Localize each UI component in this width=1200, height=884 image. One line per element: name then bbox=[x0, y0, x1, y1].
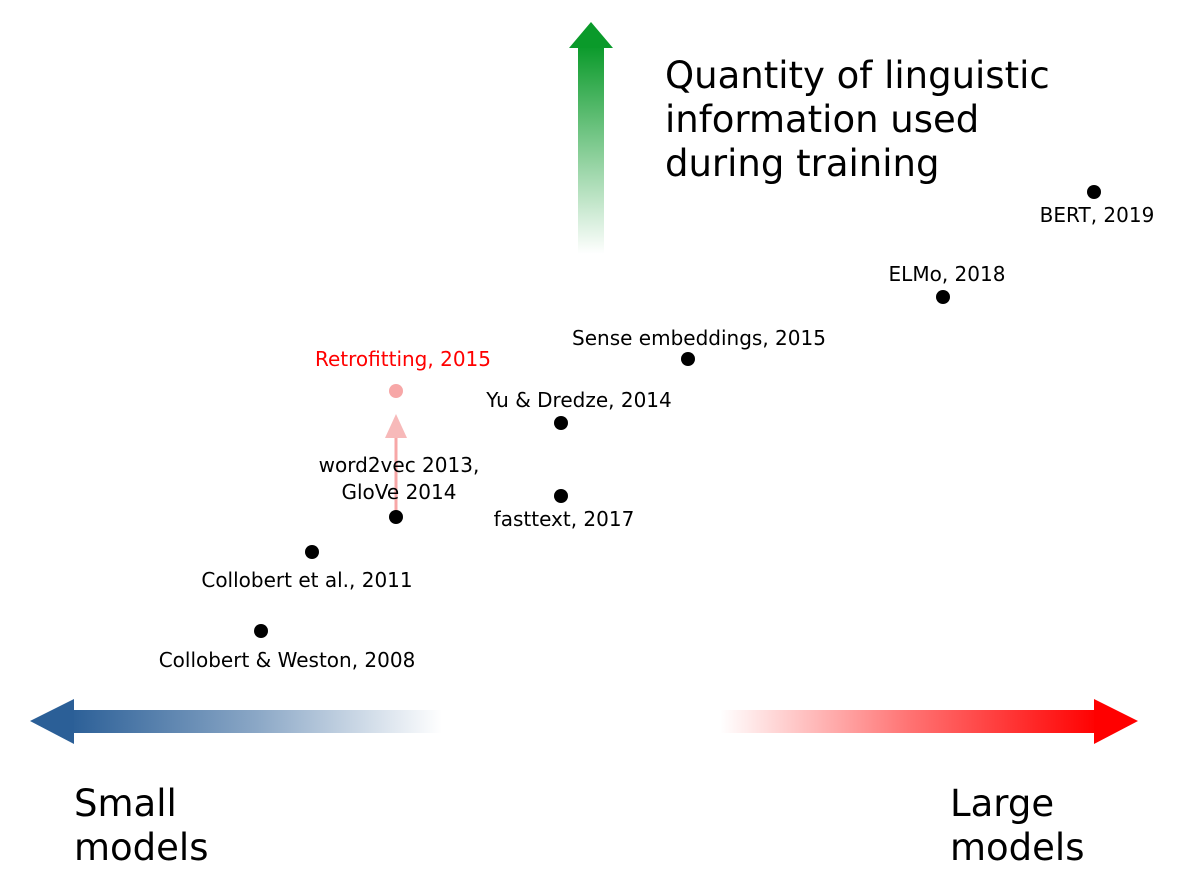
right-arrow bbox=[720, 699, 1138, 744]
linguistic-information-axis-title: Quantity of linguistic information used … bbox=[665, 54, 1165, 186]
up-title-line-3: during training bbox=[665, 142, 940, 185]
small-models-axis-title: Small models bbox=[74, 782, 374, 870]
left-arrow bbox=[30, 699, 442, 744]
points-layer: Collobert & Weston, 2008 Collobert et al.… bbox=[159, 185, 1155, 672]
point-label-word2vec-glove-line-1: word2vec 2013, bbox=[319, 453, 480, 477]
point-label-word2vec-glove-line-2: GloVe 2014 bbox=[342, 480, 457, 504]
point-dot-bert bbox=[1087, 185, 1101, 199]
point-elmo: ELMo, 2018 bbox=[889, 262, 1006, 304]
point-retrofitting: Retrofitting, 2015 bbox=[315, 347, 491, 398]
point-label-yu-dredze: Yu & Dredze, 2014 bbox=[485, 388, 672, 412]
point-dot-elmo bbox=[936, 290, 950, 304]
point-dot-word2vec-glove bbox=[389, 510, 403, 524]
point-label-sense-embeddings: Sense embeddings, 2015 bbox=[572, 326, 826, 350]
point-dot-yu-dredze bbox=[554, 416, 568, 430]
point-label-retrofitting: Retrofitting, 2015 bbox=[315, 347, 491, 371]
right-arrow-head bbox=[1094, 699, 1138, 744]
retrofitting-arrow bbox=[385, 414, 407, 512]
point-bert: BERT, 2019 bbox=[1040, 185, 1155, 227]
point-fasttext: fasttext, 2017 bbox=[494, 489, 635, 531]
point-label-fasttext: fasttext, 2017 bbox=[494, 507, 635, 531]
point-sense-embeddings: Sense embeddings, 2015 bbox=[572, 326, 826, 366]
right-arrow-shaft bbox=[720, 710, 1098, 733]
up-arrow-shaft bbox=[578, 46, 604, 254]
point-dot-sense-embeddings bbox=[681, 352, 695, 366]
point-word2vec-glove: word2vec 2013, GloVe 2014 bbox=[319, 453, 480, 524]
point-label-collobert-2011: Collobert et al., 2011 bbox=[201, 568, 412, 592]
up-title-line-2: information used bbox=[665, 98, 980, 141]
left-arrow-shaft bbox=[70, 710, 442, 733]
point-dot-fasttext bbox=[554, 489, 568, 503]
left-arrow-head bbox=[30, 699, 74, 744]
point-collobert-2011: Collobert et al., 2011 bbox=[201, 545, 413, 592]
large-models-axis-title: Large models bbox=[950, 782, 1190, 870]
point-label-bert: BERT, 2019 bbox=[1040, 203, 1155, 227]
point-collobert-weston: Collobert & Weston, 2008 bbox=[159, 624, 416, 672]
up-arrow bbox=[569, 22, 613, 254]
large-title-line-1: Large bbox=[950, 782, 1055, 825]
large-title-line-2: models bbox=[950, 826, 1085, 869]
small-title-line-1: Small bbox=[74, 782, 177, 825]
retrofitting-arrow-head bbox=[385, 414, 407, 438]
up-title-line-1: Quantity of linguistic bbox=[665, 54, 1050, 97]
up-arrow-head bbox=[569, 22, 613, 48]
small-title-line-2: models bbox=[74, 826, 209, 869]
point-label-elmo: ELMo, 2018 bbox=[889, 262, 1006, 286]
point-dot-collobert-2011 bbox=[305, 545, 319, 559]
point-label-collobert-weston: Collobert & Weston, 2008 bbox=[159, 648, 416, 672]
point-yu-dredze: Yu & Dredze, 2014 bbox=[485, 388, 672, 430]
point-dot-collobert-weston bbox=[254, 624, 268, 638]
point-dot-retrofitting bbox=[389, 384, 403, 398]
